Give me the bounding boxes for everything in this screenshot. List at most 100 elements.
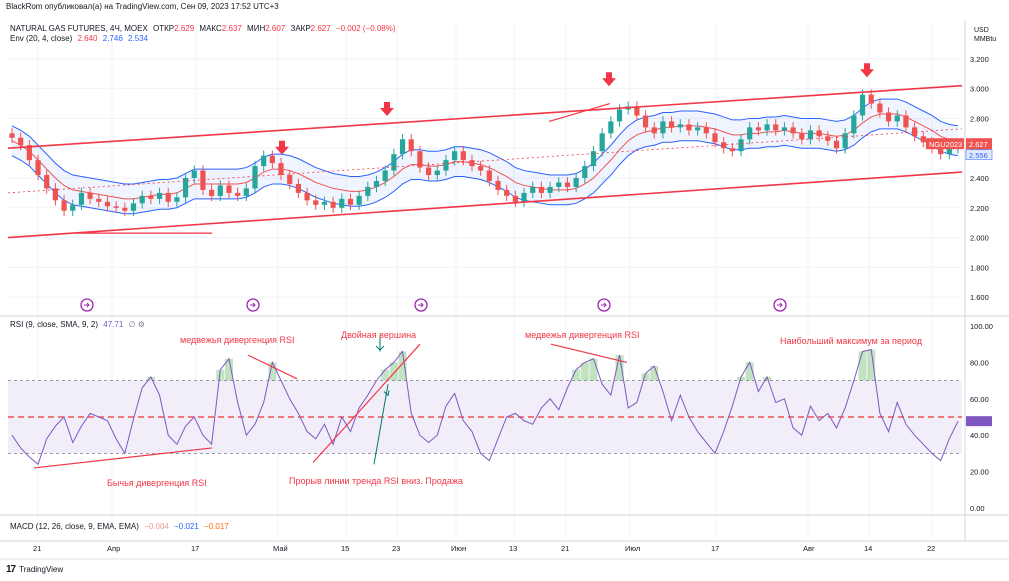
breakout-arrow-icon — [373, 384, 389, 465]
candle-body — [599, 133, 605, 152]
candle-body — [156, 192, 163, 199]
annotation-double-top: Двойная вершина — [341, 330, 417, 340]
candle-body — [894, 115, 900, 122]
down-arrow-icon — [275, 140, 289, 155]
rsi-overbought-fill — [580, 362, 589, 381]
price-tick-label: 1.800 — [970, 263, 989, 272]
candle-body — [52, 188, 58, 201]
time-tick-label: 13 — [509, 544, 517, 553]
candle-body — [321, 201, 328, 205]
candle-body — [825, 136, 831, 141]
annotation-bull-divergence: Бычья дивергенция RSI — [107, 478, 207, 488]
candle-body — [200, 170, 206, 190]
candle-body — [747, 127, 753, 140]
candle-body — [946, 148, 952, 155]
rsi-last-tag — [966, 416, 992, 427]
ticker-tag-label: NGU2023 — [929, 140, 962, 149]
divergence-price-line — [548, 102, 611, 122]
env-value-3: 2.534 — [128, 34, 149, 43]
event-marker-icon[interactable] — [414, 298, 428, 312]
rsi-tick-label: 0.00 — [970, 504, 985, 513]
envelope-lower-line — [11, 128, 959, 215]
price-tick-label: 1.600 — [970, 293, 989, 302]
candle-body — [833, 140, 840, 149]
rsi-value: 47.71 — [103, 320, 124, 329]
candle-body — [399, 139, 406, 155]
candle-body — [104, 201, 111, 207]
candle-body — [9, 133, 15, 138]
macd-value-1: −0.004 — [144, 522, 169, 531]
candle-body — [504, 189, 510, 196]
rsi-trend-line — [312, 343, 421, 463]
event-marker-icon[interactable] — [773, 298, 787, 312]
event-marker-icon[interactable] — [80, 298, 94, 312]
ohlc-open: ОТКР2.629 — [153, 24, 195, 33]
candle-body — [408, 139, 414, 152]
candle-body — [781, 127, 788, 131]
double-top-arrowhead-icon — [375, 345, 385, 351]
candle-body — [695, 127, 701, 131]
candle-body — [885, 112, 892, 122]
candle-body — [512, 195, 518, 202]
rsi-overbought-fill — [268, 362, 277, 381]
candle-body — [44, 175, 50, 189]
envelope-upper-line — [11, 98, 959, 185]
candle-body — [18, 137, 24, 146]
rsi-overbought-fill — [867, 349, 876, 381]
candle-body — [764, 124, 770, 131]
candle-body — [373, 180, 380, 187]
price-tick-label: 2.000 — [970, 234, 989, 243]
currency-unit: USD MMBtu — [974, 27, 997, 43]
rsi-overbought-fill — [398, 351, 407, 381]
candle-body — [26, 145, 32, 161]
annotation-highest-high: Наибольший максимум за период — [780, 336, 922, 346]
candle-body — [773, 124, 779, 131]
candle-body — [799, 133, 805, 140]
candle-body — [347, 198, 354, 205]
rsi-overbought-fill — [745, 362, 754, 381]
candle-body — [261, 155, 267, 167]
candle-body — [443, 160, 449, 171]
candle-body — [70, 204, 76, 211]
candle-body — [634, 106, 640, 116]
channel-lower-line — [7, 171, 963, 239]
rsi-tick-label: 60.00 — [970, 395, 989, 404]
event-marker-icon[interactable] — [246, 298, 260, 312]
candle-body — [269, 155, 275, 164]
candle-body — [452, 151, 458, 161]
candle-body — [391, 154, 397, 171]
rsi-overbought-fill — [146, 376, 155, 381]
brand-label: TradingView — [19, 565, 64, 574]
rsi-line — [11, 349, 959, 466]
annotation-trendline-break: Прорыв линии тренда RSI вниз. Продажа — [289, 476, 463, 486]
candle-body — [313, 200, 319, 205]
event-marker-icon[interactable] — [597, 298, 611, 312]
rsi-overbought-fill — [763, 376, 772, 381]
price-tick-label: 2.400 — [970, 174, 989, 183]
candle-body — [304, 192, 310, 201]
ticker-tag — [926, 138, 964, 150]
candle-body — [382, 170, 388, 181]
annotation-bear-divergence-1: медвежья дивергенция RSI — [180, 335, 295, 345]
candle-body — [330, 201, 336, 208]
macd-label: MACD (12, 26, close, 9, EMA, EMA) — [10, 522, 139, 531]
candle-body — [582, 166, 588, 178]
candle-body — [877, 103, 883, 113]
candle-body — [486, 170, 492, 181]
candle-body — [903, 115, 909, 128]
candle-body — [217, 185, 223, 196]
env-tag — [965, 149, 993, 161]
candle-body — [182, 178, 189, 198]
eye-icon: ∅ ⚙ — [128, 320, 145, 329]
candle-body — [573, 178, 579, 187]
candle-body — [469, 160, 475, 167]
price-tick-label: 3.000 — [970, 85, 989, 94]
time-tick-label: Июл — [625, 544, 640, 553]
envelope-band — [12, 99, 958, 214]
time-tick-label: 15 — [341, 544, 349, 553]
macd-header: MACD (12, 26, close, 9, EMA, EMA) −0.004… — [10, 522, 232, 531]
down-arrow-icon — [380, 101, 394, 116]
candle-body — [35, 160, 41, 176]
rsi-tick-label: 40.00 — [970, 431, 989, 440]
